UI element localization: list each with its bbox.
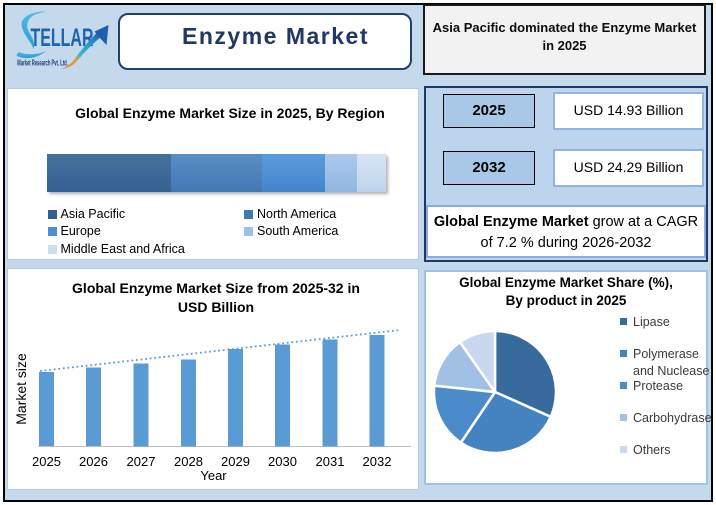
svg-text:2029: 2029 [221,454,250,469]
svg-text:2031: 2031 [316,454,345,469]
svg-text:Market Research Pvt. Ltd.: Market Research Pvt. Ltd. [17,58,68,67]
svg-text:2025: 2025 [32,454,61,469]
svg-text:Year: Year [200,468,227,483]
svg-text:2026: 2026 [79,454,108,469]
svg-text:2027: 2027 [127,454,156,469]
svg-text:2028: 2028 [174,454,203,469]
svg-text:TELLAR: TELLAR [31,24,94,52]
svg-text:Market size: Market size [13,353,29,425]
svg-text:2030: 2030 [268,454,297,469]
svg-text:2032: 2032 [363,454,392,469]
